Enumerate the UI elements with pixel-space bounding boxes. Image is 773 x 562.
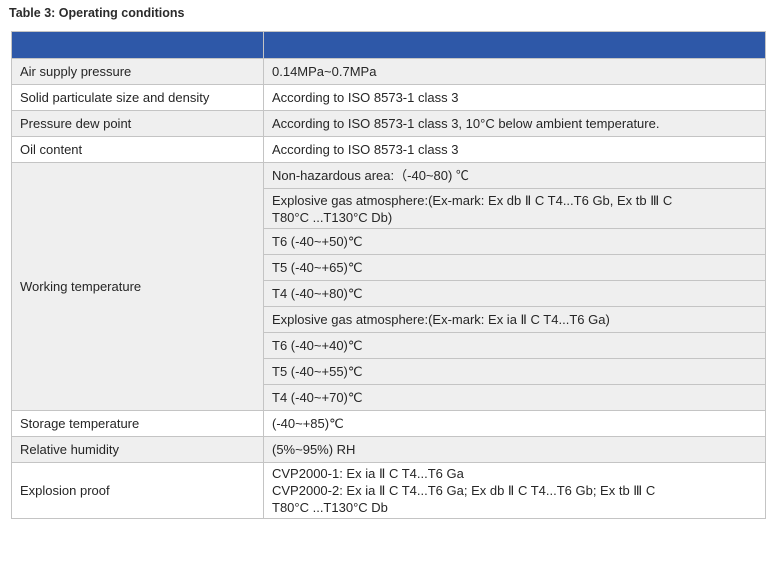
row-label-oil-content: Oil content xyxy=(11,136,264,163)
row-value-dew-point: According to ISO 8573-1 class 3, 10°C be… xyxy=(263,110,766,137)
table-row: Pressure dew point According to ISO 8573… xyxy=(11,110,766,137)
row-label-air-supply: Air supply pressure xyxy=(11,58,264,85)
row-label-explosion-proof: Explosion proof xyxy=(11,462,264,519)
table-row: Explosion proof CVP2000-1: Ex ia Ⅱ C T4.… xyxy=(11,462,766,519)
header-cell-parameter xyxy=(11,31,264,59)
table-row: T4 (-40~+70)℃ xyxy=(12,384,766,411)
row-value-explosion-proof: CVP2000-1: Ex ia Ⅱ C T4...T6 Ga CVP2000-2… xyxy=(263,462,766,519)
table-header-row xyxy=(11,31,766,59)
table-row: T5 (-40~+55)℃ xyxy=(12,358,766,385)
row-label-relative-humidity: Relative humidity xyxy=(11,436,264,463)
table-row: Storage temperature (-40~+85)℃ xyxy=(11,410,766,437)
table-caption: Table 3: Operating conditions xyxy=(9,6,185,20)
table-row: Air supply pressure 0.14MPa~0.7MPa xyxy=(11,58,766,85)
table-row: Explosive gas atmosphere:(Ex-mark: Ex ia… xyxy=(12,306,766,333)
row-value-explosive-gas-ia: Explosive gas atmosphere:(Ex-mark: Ex ia… xyxy=(263,306,766,333)
row-value-t4-ia: T4 (-40~+70)℃ xyxy=(263,384,766,411)
explosive-gas-db-line-1: Explosive gas atmosphere:(Ex-mark: Ex db… xyxy=(272,192,673,208)
explosive-gas-db-line-2: T80°C ...T130°C Db) xyxy=(272,209,393,225)
table-row: T5 (-40~+65)℃ xyxy=(12,254,766,281)
row-value-t6-ia: T6 (-40~+40)℃ xyxy=(263,332,766,359)
row-value-oil-content: According to ISO 8573-1 class 3 xyxy=(263,136,766,163)
row-value-t6-db: T6 (-40~+50)℃ xyxy=(263,228,766,255)
table-row: Solid particulate size and density Accor… xyxy=(11,84,766,111)
explosion-proof-line-2: CVP2000-2: Ex ia Ⅱ C T4...T6 Ga; Ex db Ⅱ… xyxy=(272,483,656,498)
table-row: Explosive gas atmosphere:(Ex-mark: Ex db… xyxy=(12,188,766,229)
explosion-proof-line-3: T80°C ...T130°C Db xyxy=(272,500,388,515)
row-label-storage-temperature: Storage temperature xyxy=(11,410,264,437)
row-value-t5-db: T5 (-40~+65)℃ xyxy=(263,254,766,281)
table-row: Working temperature Non-hazardous area:（… xyxy=(11,162,766,411)
row-value-storage-temperature: (-40~+85)℃ xyxy=(263,410,766,437)
operating-conditions-table: Air supply pressure 0.14MPa~0.7MPa Solid… xyxy=(11,31,766,519)
row-value-particulate: According to ISO 8573-1 class 3 xyxy=(263,84,766,111)
explosion-proof-line-1: CVP2000-1: Ex ia Ⅱ C T4...T6 Ga xyxy=(272,466,464,481)
row-value-t4-db: T4 (-40~+80)℃ xyxy=(263,280,766,307)
row-value-non-hazardous: Non-hazardous area:（-40~80) ℃ xyxy=(263,162,766,189)
row-value-air-supply: 0.14MPa~0.7MPa xyxy=(263,58,766,85)
header-cell-value xyxy=(263,31,766,59)
table-row: Oil content According to ISO 8573-1 clas… xyxy=(11,136,766,163)
table-row: T6 (-40~+50)℃ xyxy=(12,228,766,255)
row-value-explosive-gas-db: Explosive gas atmosphere:(Ex-mark: Ex db… xyxy=(263,188,766,229)
row-label-working-temperature: Working temperature xyxy=(11,162,264,411)
row-label-dew-point: Pressure dew point xyxy=(11,110,264,137)
row-value-relative-humidity: (5%~95%) RH xyxy=(263,436,766,463)
table-row: Relative humidity (5%~95%) RH xyxy=(11,436,766,463)
row-value-t5-ia: T5 (-40~+55)℃ xyxy=(263,358,766,385)
row-label-particulate: Solid particulate size and density xyxy=(11,84,264,111)
